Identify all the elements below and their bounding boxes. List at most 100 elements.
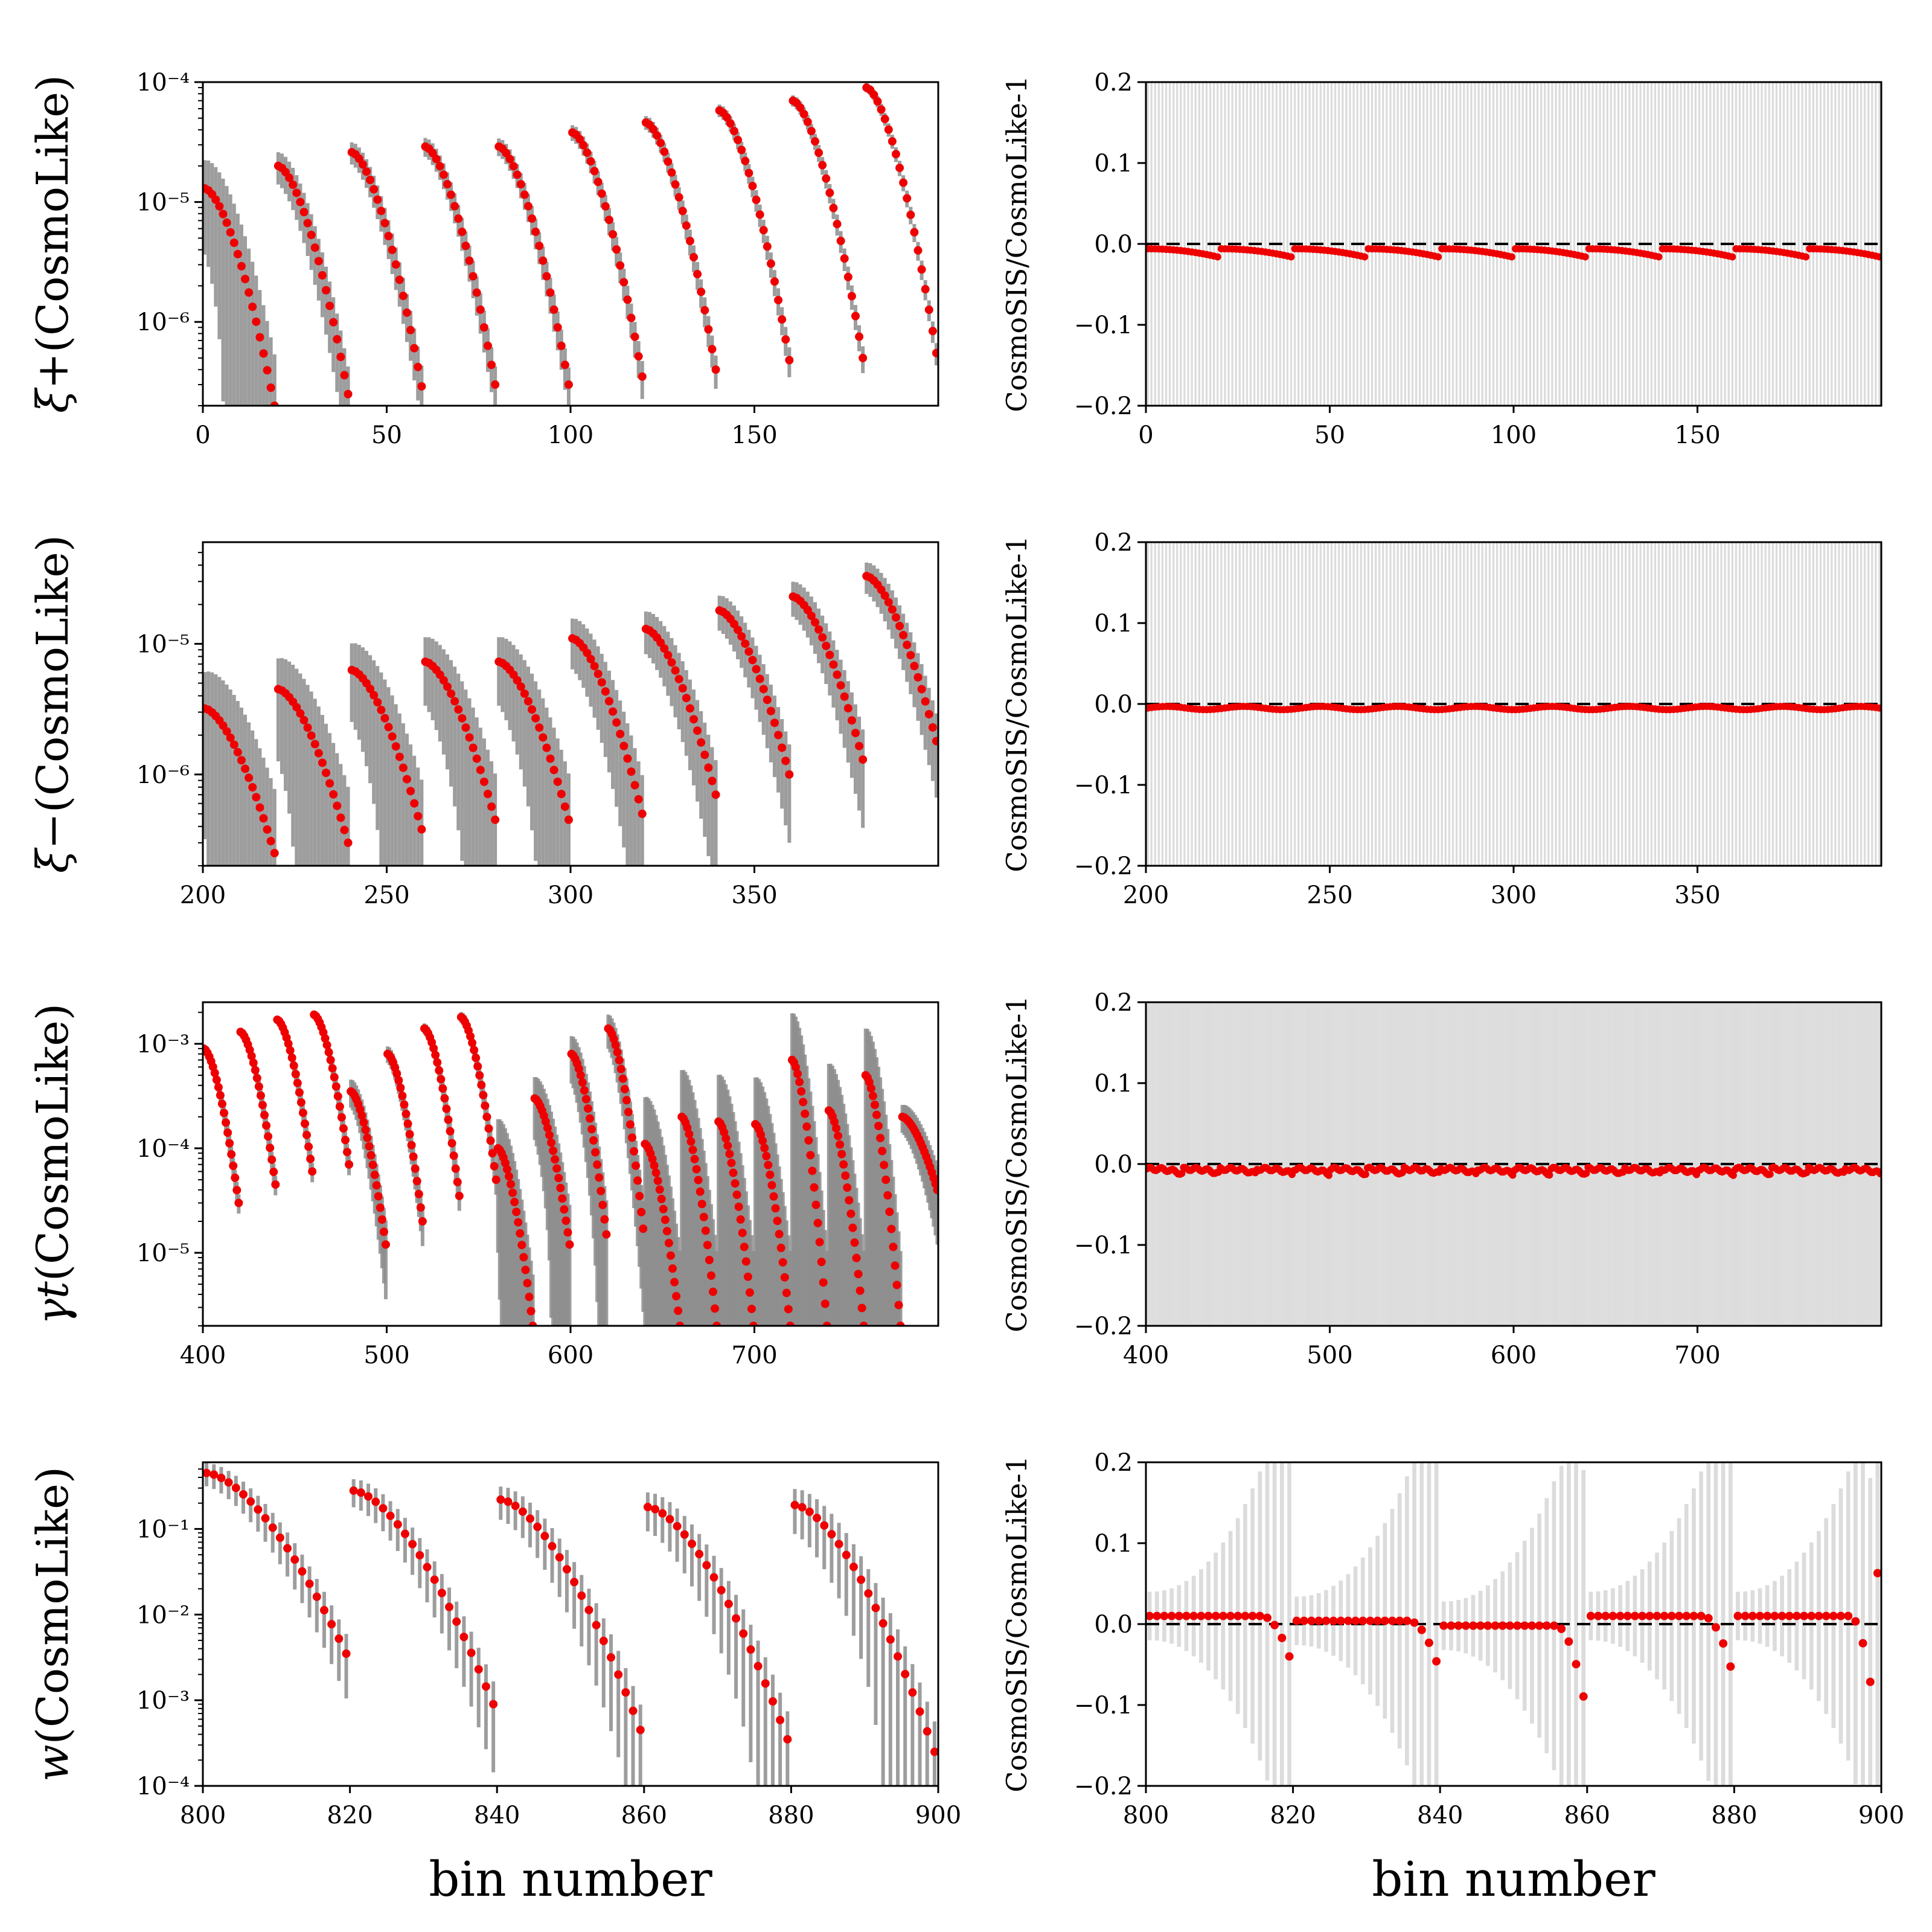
data-point xyxy=(1160,1611,1169,1620)
data-point xyxy=(1182,1611,1191,1620)
data-point xyxy=(932,737,938,746)
data-point xyxy=(252,793,261,802)
data-point xyxy=(304,1142,313,1151)
data-point xyxy=(1763,1611,1772,1620)
data-point xyxy=(1505,1621,1514,1630)
data-point xyxy=(555,1553,564,1562)
data-point xyxy=(840,692,849,701)
data-point xyxy=(215,202,224,211)
data-point xyxy=(392,1069,401,1078)
data-point xyxy=(1802,253,1810,261)
data-point xyxy=(251,1066,260,1075)
data-point xyxy=(903,194,912,203)
data-point xyxy=(1508,253,1515,261)
y-axis-label: ξ−(CosmoLike) xyxy=(27,535,78,873)
data-point xyxy=(519,1253,528,1262)
data-point xyxy=(921,285,930,294)
data-point xyxy=(551,1155,560,1164)
data-point xyxy=(1435,253,1442,261)
data-point xyxy=(1792,1611,1801,1620)
data-point xyxy=(361,1125,370,1134)
data-point xyxy=(504,1172,513,1181)
data-point xyxy=(1380,1616,1389,1625)
data-point xyxy=(921,697,930,706)
data-point xyxy=(406,787,415,796)
data-point xyxy=(576,1070,585,1080)
data-point xyxy=(491,380,500,389)
data-point xyxy=(671,666,680,675)
data-point xyxy=(512,1208,521,1217)
data-point xyxy=(481,1101,490,1110)
data-point xyxy=(672,1291,681,1300)
data-point xyxy=(459,1633,469,1642)
data-point xyxy=(303,219,312,228)
data-point xyxy=(511,1502,520,1511)
data-point xyxy=(245,288,254,297)
data-point xyxy=(843,272,852,281)
data-point xyxy=(874,1121,883,1130)
data-point xyxy=(1582,1169,1590,1177)
data-point xyxy=(1546,1171,1553,1179)
y-tick-label: 0.0 xyxy=(1094,691,1133,718)
data-point xyxy=(373,195,382,204)
y-tick-label: 10⁻² xyxy=(136,1601,190,1629)
data-point xyxy=(1608,1611,1617,1620)
data-point xyxy=(887,1224,896,1233)
data-point xyxy=(414,362,423,371)
data-point xyxy=(1675,1611,1684,1620)
data-point xyxy=(725,1150,734,1159)
data-point xyxy=(533,1522,542,1531)
data-point xyxy=(1351,1616,1360,1625)
data-point xyxy=(561,1216,571,1225)
data-point xyxy=(298,1567,307,1576)
data-point xyxy=(825,650,834,659)
data-point xyxy=(903,641,912,650)
data-point xyxy=(602,1230,611,1239)
data-point xyxy=(259,814,268,823)
data-point xyxy=(796,103,805,112)
data-point xyxy=(840,254,849,263)
data-point xyxy=(402,308,411,317)
data-point xyxy=(648,1154,657,1163)
data-point xyxy=(732,1190,741,1199)
data-point xyxy=(870,1101,879,1110)
data-point xyxy=(807,611,816,620)
data-point xyxy=(578,1078,587,1087)
data-point xyxy=(394,1076,403,1085)
x-tick-label: 900 xyxy=(1858,1802,1904,1829)
data-point xyxy=(924,709,933,718)
data-point xyxy=(650,1161,659,1170)
data-point xyxy=(910,228,919,237)
data-point xyxy=(802,1122,811,1131)
data-point xyxy=(855,741,864,750)
data-point xyxy=(1403,1616,1412,1625)
data-point xyxy=(829,203,838,213)
data-point xyxy=(583,1104,592,1113)
data-point xyxy=(755,210,764,219)
data-point xyxy=(1719,1639,1728,1648)
data-point xyxy=(290,1555,299,1564)
data-point xyxy=(504,1497,513,1506)
data-point xyxy=(667,658,676,667)
data-point xyxy=(880,1160,889,1169)
data-point xyxy=(486,1136,495,1145)
data-point xyxy=(1278,1633,1287,1642)
data-point xyxy=(836,1140,845,1149)
data-point xyxy=(682,694,691,703)
data-point xyxy=(472,288,481,297)
data-point xyxy=(892,1281,901,1290)
data-point xyxy=(886,1635,895,1644)
data-point xyxy=(771,1204,780,1213)
data-point xyxy=(1785,1611,1794,1620)
data-point xyxy=(1594,1611,1603,1620)
data-point xyxy=(711,790,720,799)
data-point xyxy=(635,1192,644,1201)
x-tick-label: 800 xyxy=(1123,1802,1169,1829)
data-point xyxy=(217,1099,226,1108)
data-point xyxy=(526,1307,536,1316)
data-point xyxy=(525,1293,534,1302)
data-point xyxy=(818,633,827,642)
data-point xyxy=(1873,1569,1881,1578)
data-point xyxy=(622,1096,631,1105)
data-point xyxy=(928,723,937,732)
